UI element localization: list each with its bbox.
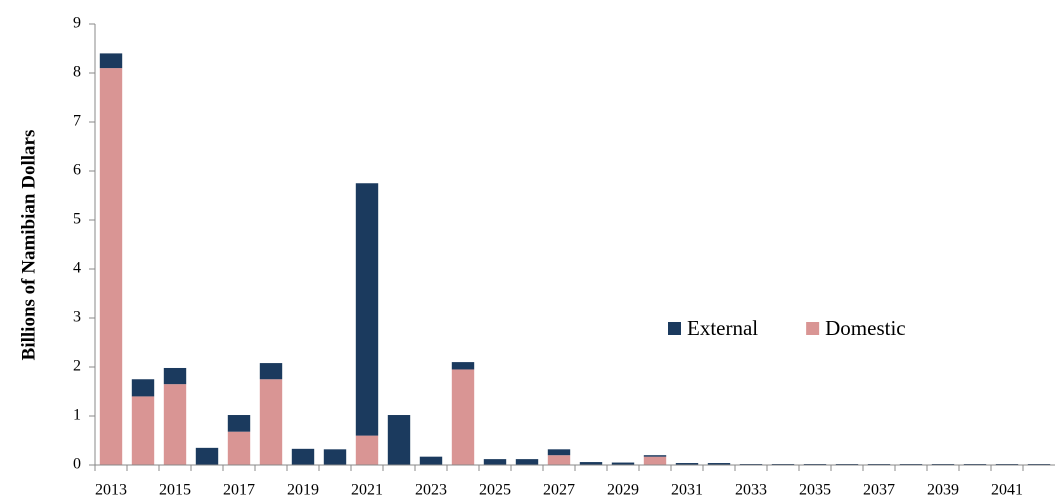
bar-segment xyxy=(515,459,539,465)
x-tick-label: 2021 xyxy=(351,482,383,497)
x-tick-label: 2031 xyxy=(671,482,703,497)
y-tick-label: 6 xyxy=(73,162,81,179)
y-tick-label: 9 xyxy=(73,15,81,32)
y-tick-label: 7 xyxy=(73,113,81,130)
x-tick-label: 2029 xyxy=(607,482,639,497)
x-tick-label: 2019 xyxy=(287,482,319,497)
x-tick-label: 2041 xyxy=(991,482,1023,497)
bar-segment xyxy=(707,463,731,465)
y-tick-label: 8 xyxy=(73,64,81,81)
x-tick-label: 2013 xyxy=(95,482,127,497)
x-tick-label: 2037 xyxy=(863,482,895,497)
x-tick-label: 2023 xyxy=(415,482,447,497)
x-tick-label: 2017 xyxy=(223,482,255,497)
bar-segment xyxy=(451,362,475,370)
bar-segment xyxy=(387,415,411,465)
bar-segment xyxy=(579,462,603,465)
bar-segment xyxy=(195,447,219,465)
bar-segment xyxy=(99,53,123,69)
legend-label: External xyxy=(687,316,758,340)
legend-swatch xyxy=(668,322,681,335)
x-tick-label: 2015 xyxy=(159,482,191,497)
bar-segment xyxy=(227,431,251,465)
bar-segment xyxy=(355,183,379,436)
bar-segment xyxy=(547,455,571,465)
bar-segment xyxy=(259,379,283,465)
bar-segment xyxy=(451,369,475,465)
bar-segment xyxy=(611,462,635,465)
x-tick-label: 2039 xyxy=(927,482,959,497)
bar-segment xyxy=(291,448,315,465)
x-tick-label: 2025 xyxy=(479,482,511,497)
bar-segment xyxy=(131,379,155,397)
bar-segment xyxy=(99,68,123,465)
bar-segment xyxy=(419,456,443,465)
y-tick-label: 0 xyxy=(73,456,81,473)
bar-segment xyxy=(259,363,283,380)
bar-segment xyxy=(355,435,379,465)
x-tick-label: 2035 xyxy=(799,482,831,497)
bar-segment xyxy=(131,396,155,465)
y-tick-label: 5 xyxy=(73,211,81,228)
bar-segment xyxy=(163,367,187,385)
bar-segment xyxy=(483,459,507,465)
x-tick-label: 2027 xyxy=(543,482,575,497)
legend-swatch xyxy=(806,322,820,335)
y-tick-label: 3 xyxy=(73,309,81,326)
y-tick-label: 2 xyxy=(73,358,81,375)
bar-segment xyxy=(675,463,699,465)
y-tick-label: 1 xyxy=(73,407,81,424)
bar-segment xyxy=(163,384,187,465)
y-axis-label: Billions of Namibian Dollars xyxy=(18,130,39,361)
bar-segment xyxy=(547,449,571,456)
x-tick-label: 2033 xyxy=(735,482,767,497)
bar-segment xyxy=(227,415,251,432)
bar-segment xyxy=(643,456,667,465)
legend-label: Domestic xyxy=(825,316,905,340)
y-tick-label: 4 xyxy=(73,260,81,277)
bar-segment xyxy=(323,449,347,465)
bar-segment xyxy=(643,455,667,457)
